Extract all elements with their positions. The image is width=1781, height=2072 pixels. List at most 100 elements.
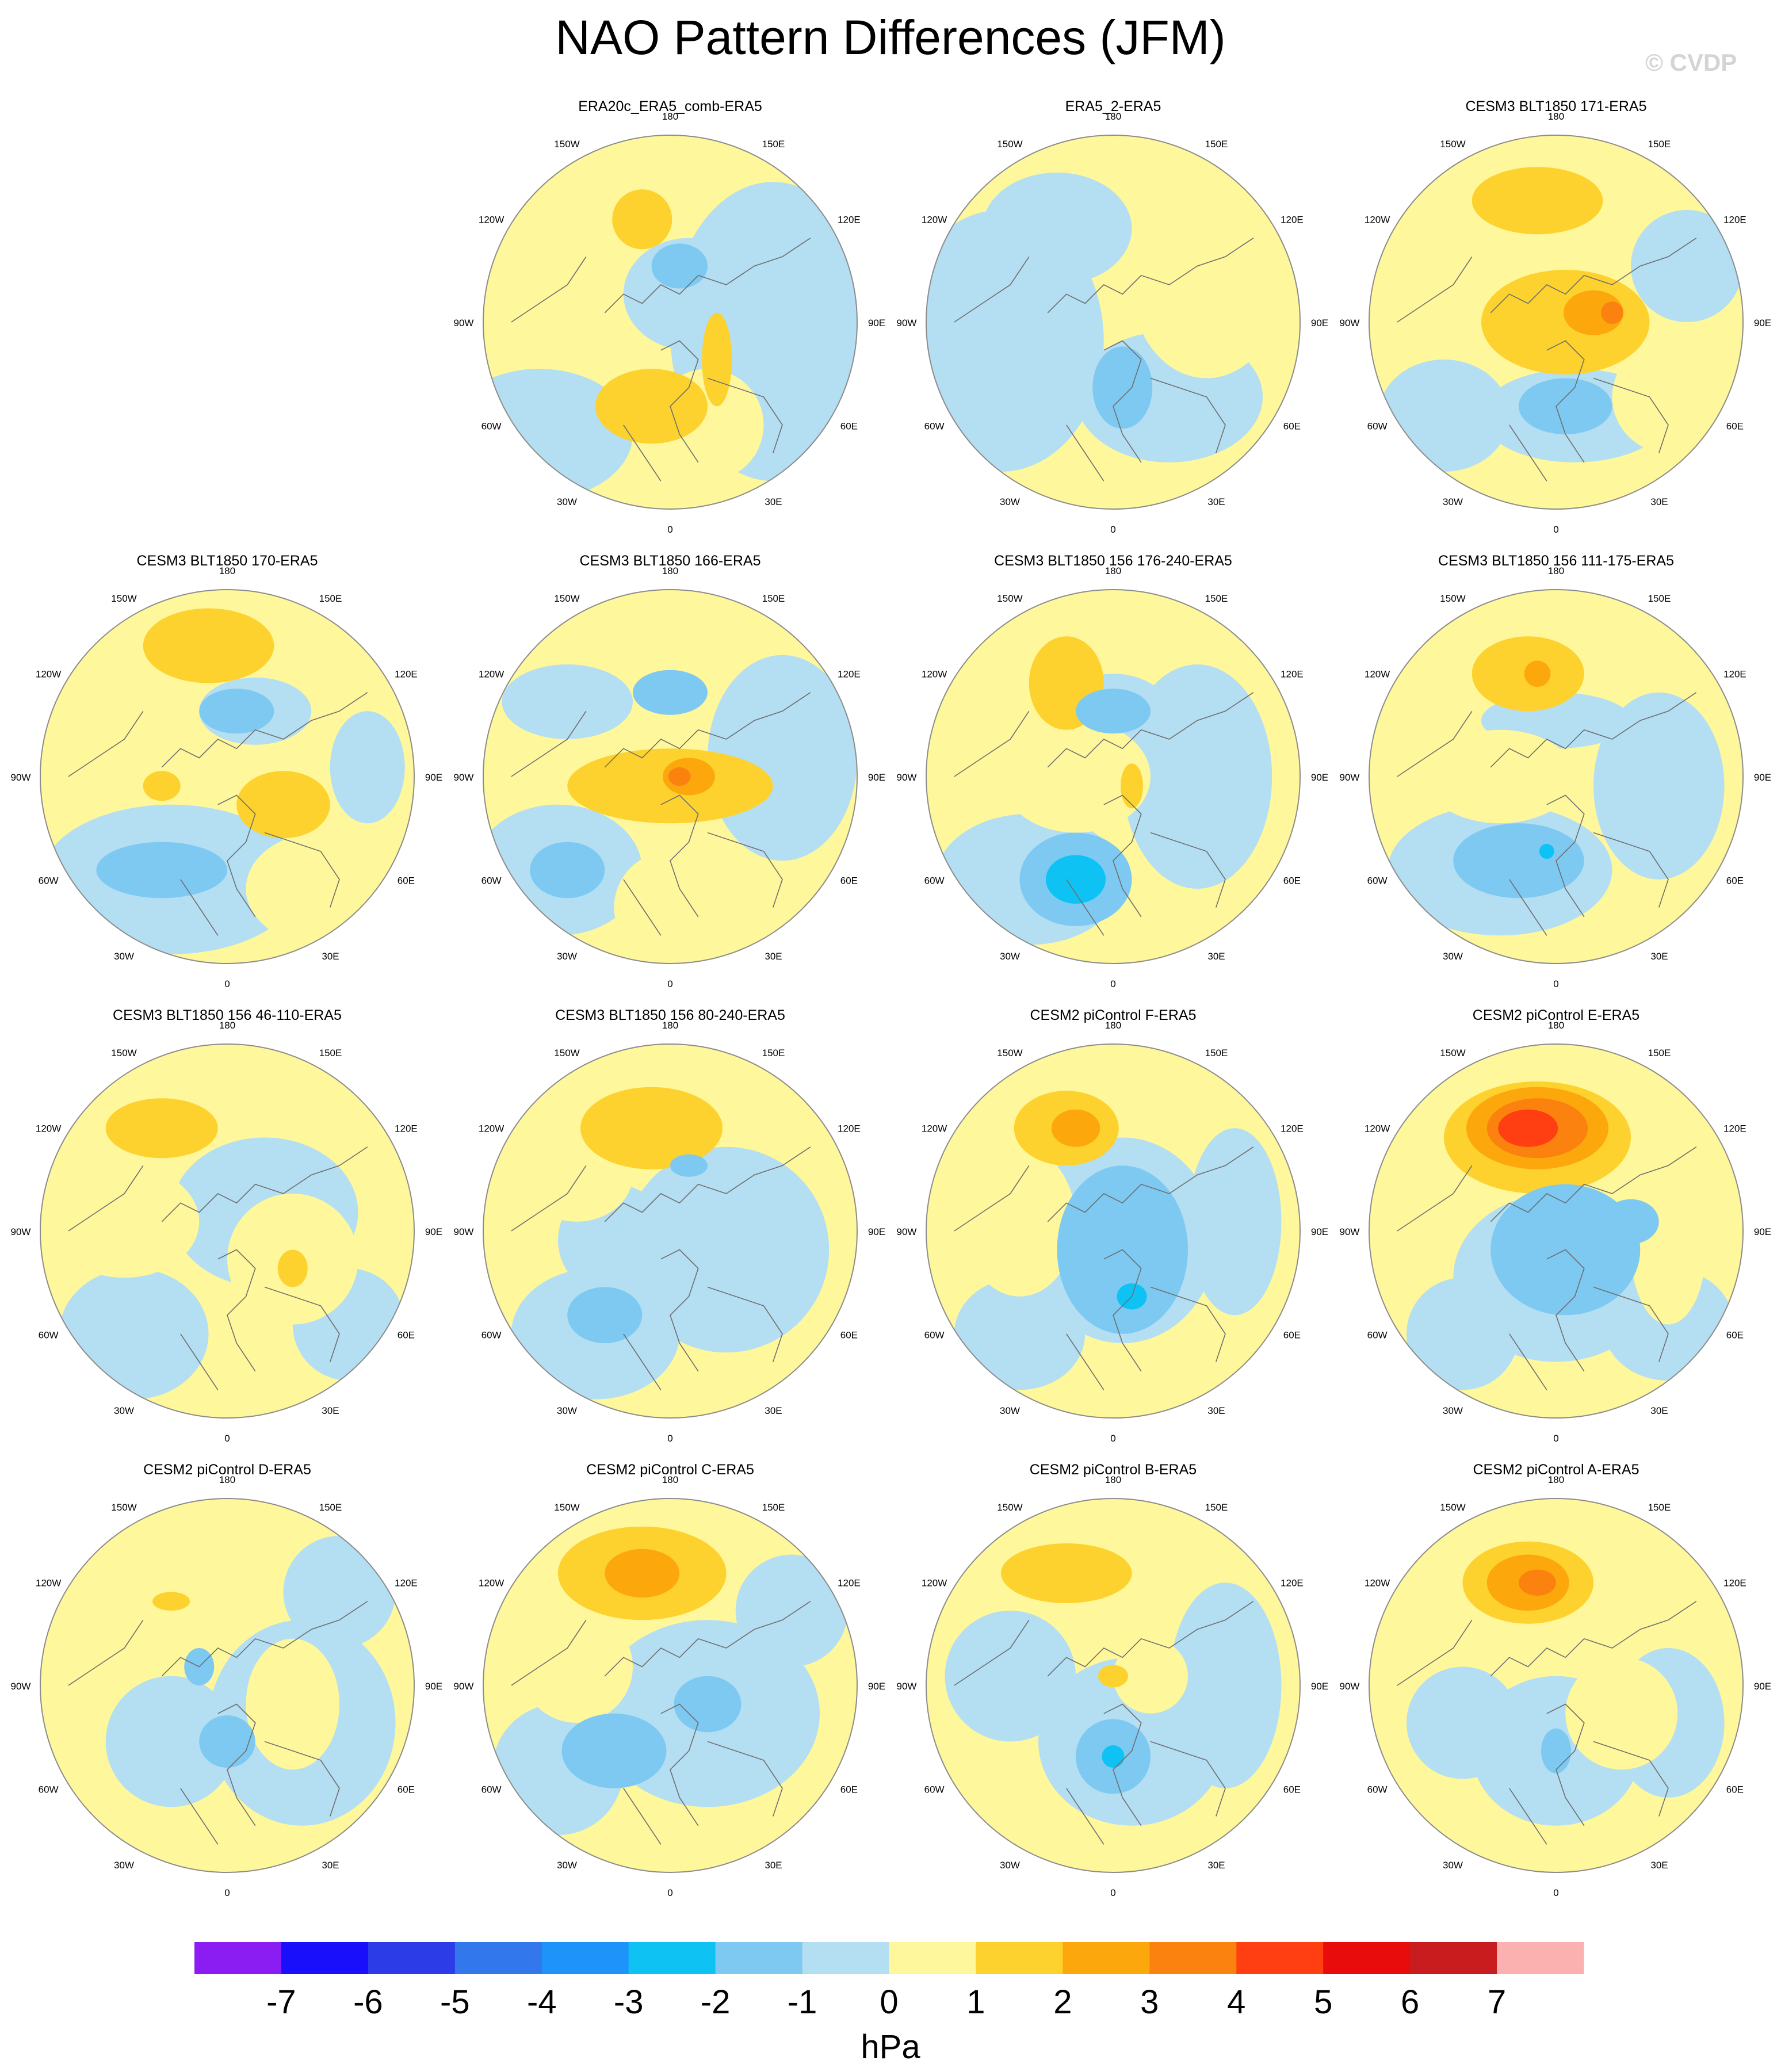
longitude-label: 150W <box>1440 1048 1465 1058</box>
longitude-label: 30W <box>114 1405 134 1416</box>
field-contour <box>1102 1745 1125 1768</box>
coastline <box>1397 256 1473 323</box>
figure-title: NAO Pattern Differences (JFM) <box>555 10 1226 64</box>
map-rim <box>483 1043 858 1419</box>
longitude-label: 60E <box>1283 1784 1301 1795</box>
field-contour <box>105 1098 218 1159</box>
colorbar-swatch <box>1149 1942 1237 1974</box>
coastline <box>1490 238 1697 314</box>
coastline <box>1047 1601 1254 1677</box>
longitude-label: 90W <box>897 1226 917 1237</box>
field-region-neg <box>1407 1666 1519 1779</box>
field-contour <box>1481 270 1650 374</box>
colorbar-tick-label: 5 <box>1314 1983 1332 2021</box>
longitude-label: 60E <box>840 1784 858 1795</box>
coastline <box>604 238 811 314</box>
coastline <box>1490 1601 1697 1677</box>
longitude-label: 90W <box>897 318 917 328</box>
field-region-pos <box>521 1611 633 1723</box>
coastline <box>1150 377 1226 453</box>
field-region-neg <box>982 173 1132 285</box>
longitude-label: 180 <box>662 1020 678 1031</box>
longitude-label: 150W <box>111 1048 136 1058</box>
panel-title: CESM2 piControl B-ERA5 <box>1030 1462 1197 1478</box>
longitude-label: 150E <box>1648 593 1671 604</box>
field-contour <box>1046 855 1106 904</box>
coastline <box>623 879 662 936</box>
longitude-label: 30W <box>1443 496 1463 507</box>
longitude-label: 120W <box>922 1123 947 1134</box>
coastline <box>1593 1741 1669 1817</box>
field-contour <box>1098 1665 1128 1688</box>
field-region-pos <box>1113 1638 1188 1714</box>
coastline <box>1047 238 1254 314</box>
coastline <box>1066 1333 1104 1390</box>
coastline <box>707 1741 783 1817</box>
longitude-label: 30E <box>765 1860 782 1871</box>
longitude-label: 120E <box>838 215 861 225</box>
longitude-label: 0 <box>1553 1887 1558 1898</box>
coastline <box>511 710 587 777</box>
map-field <box>1369 1044 1743 1418</box>
longitude-label: 150E <box>319 1502 342 1513</box>
longitude-label: 150W <box>997 1502 1022 1513</box>
longitude-label: 60E <box>840 876 858 886</box>
longitude-label: 60W <box>924 1784 945 1795</box>
field-region-neg <box>945 1611 1076 1742</box>
longitude-label: 120W <box>1365 1578 1390 1589</box>
cvdp-watermark: © CVDP <box>1645 49 1737 76</box>
map-rim <box>1369 1498 1744 1873</box>
field-contour <box>199 1715 255 1768</box>
field-region-pos <box>1132 191 1282 379</box>
field-region-neg <box>954 1278 1086 1390</box>
longitude-label: 30W <box>557 1860 577 1871</box>
longitude-label: 90E <box>425 1226 442 1237</box>
coastline <box>1593 832 1669 908</box>
field-contour <box>1603 1199 1659 1244</box>
longitude-label: 150W <box>554 1502 579 1513</box>
longitude-label: 150E <box>1648 1502 1671 1513</box>
coastline <box>1103 1249 1142 1372</box>
coastline <box>954 1619 1030 1686</box>
coastline <box>1397 710 1473 777</box>
colorbar-tick-label: 1 <box>966 1983 985 2021</box>
map-field <box>40 1044 414 1418</box>
coastline <box>217 794 256 918</box>
longitude-label: 60W <box>39 1784 59 1795</box>
longitude-label: 60E <box>398 876 415 886</box>
map-rim <box>926 135 1301 510</box>
coastline <box>604 1601 811 1677</box>
coastline <box>511 256 587 323</box>
longitude-label: 90W <box>1340 1226 1360 1237</box>
longitude-label: 120W <box>1365 669 1390 680</box>
map-field <box>1369 1498 1743 1872</box>
longitude-label: 60E <box>1726 1330 1744 1341</box>
coastline <box>1150 1286 1226 1362</box>
coastline <box>1397 1619 1473 1686</box>
coastline <box>1546 794 1585 918</box>
colorbar-swatch <box>194 1942 282 1974</box>
field-contour <box>1524 660 1551 687</box>
longitude-label: 90W <box>897 1681 917 1692</box>
colorbar-swatch <box>1236 1942 1324 1974</box>
longitude-label: 0 <box>1110 524 1115 535</box>
longitude-label: 120E <box>838 669 861 680</box>
longitude-label: 150E <box>319 1048 342 1058</box>
longitude-label: 90E <box>1311 772 1328 783</box>
longitude-label: 120W <box>479 1123 504 1134</box>
field-region-pos <box>1631 1175 1706 1325</box>
longitude-label: 150E <box>1205 593 1228 604</box>
panel-title: CESM2 piControl A-ERA5 <box>1473 1462 1639 1478</box>
longitude-label: 60E <box>1283 1330 1301 1341</box>
field-region-pos <box>246 832 396 945</box>
longitude-label: 60W <box>1367 876 1388 886</box>
colorbar-swatch <box>802 1942 889 1974</box>
longitude-label: 120W <box>922 669 947 680</box>
longitude-label: 90W <box>1340 318 1360 328</box>
field-contour <box>1519 1569 1556 1596</box>
field-contour <box>1541 1728 1571 1773</box>
